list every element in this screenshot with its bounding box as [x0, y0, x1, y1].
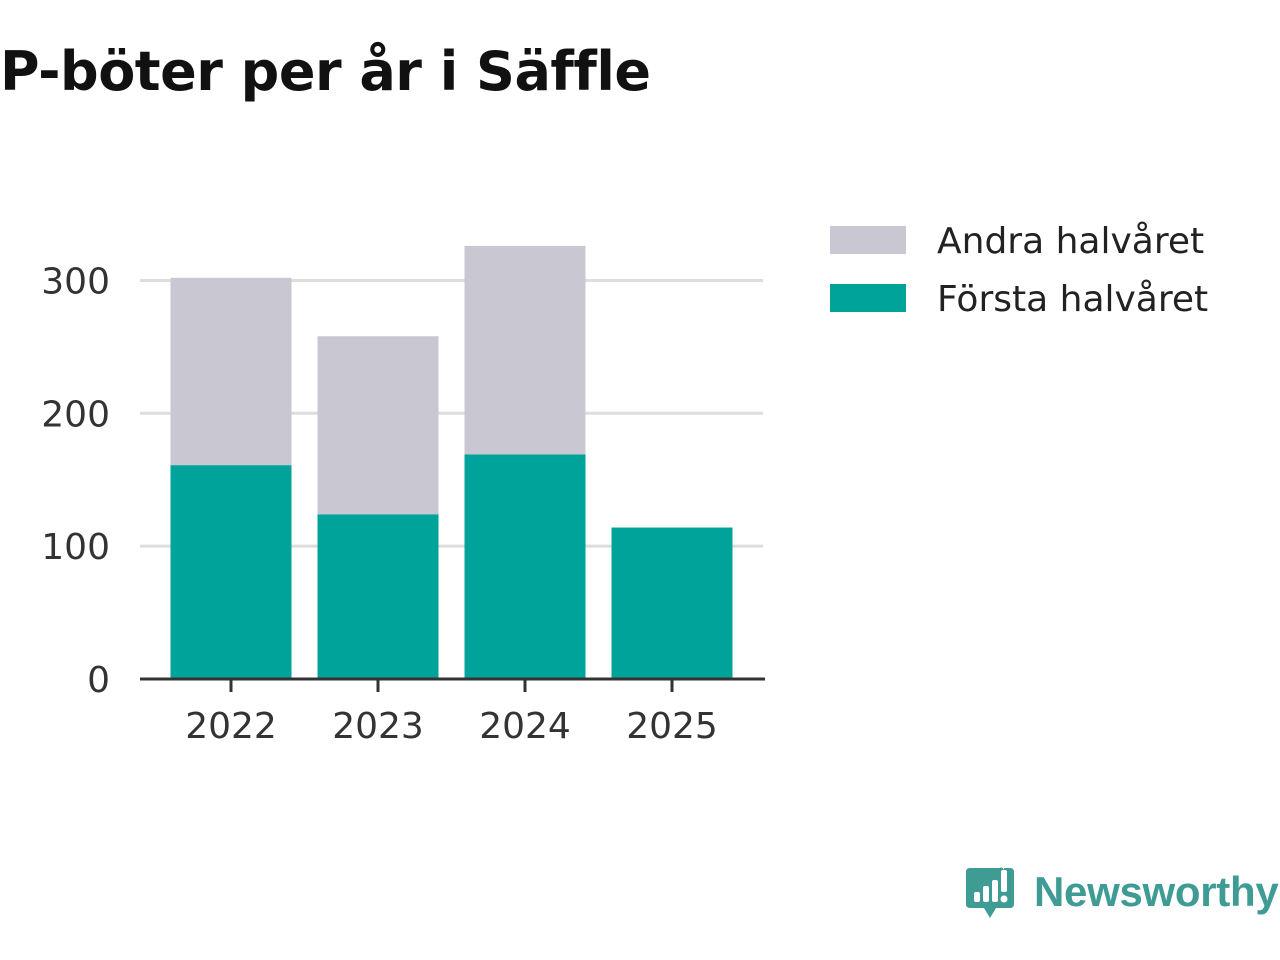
x-tick-label: 2023 — [332, 706, 424, 747]
bar-second-half-2024 — [464, 245, 586, 455]
y-tick-label: 200 — [41, 394, 110, 435]
bar-first-half-2023 — [317, 514, 439, 679]
bar-first-half-2022 — [170, 465, 292, 679]
x-tick-label: 2024 — [479, 706, 571, 747]
brand-name: Newsworthy — [1034, 868, 1279, 915]
x-tick-label: 2025 — [626, 706, 718, 747]
legend-label: Första halvåret — [937, 279, 1208, 320]
legend-swatch — [830, 284, 906, 312]
bar-first-half-2025 — [611, 527, 733, 679]
chart-title: P-böter per år i Säffle — [0, 40, 651, 103]
bar-second-half-2022 — [170, 277, 292, 466]
y-tick-label: 100 — [41, 527, 110, 568]
legend-swatch — [830, 226, 906, 254]
brand-logo: Newsworthy — [964, 862, 1279, 922]
newsworthy-logo-icon — [966, 867, 1014, 918]
legend-label: Andra halvåret — [937, 221, 1204, 262]
y-tick-label: 0 — [87, 660, 110, 701]
x-tick-label: 2022 — [185, 706, 277, 747]
y-tick-label: 300 — [41, 261, 110, 302]
bar-second-half-2023 — [317, 336, 439, 515]
bar-first-half-2024 — [464, 454, 586, 679]
